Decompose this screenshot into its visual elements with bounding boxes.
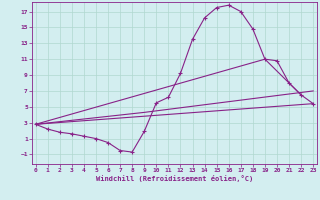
X-axis label: Windchill (Refroidissement éolien,°C): Windchill (Refroidissement éolien,°C) (96, 175, 253, 182)
